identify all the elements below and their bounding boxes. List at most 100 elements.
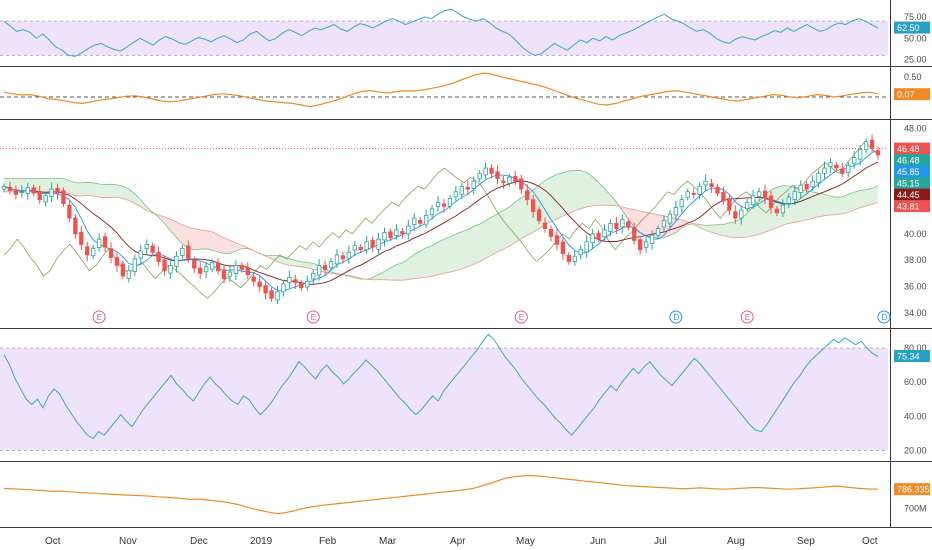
cloud-segment [414, 251, 421, 279]
candle-body [126, 270, 132, 279]
value-badge-label: 0.07 [897, 90, 915, 100]
candle-body [215, 263, 221, 272]
y-tick-label: 60.00 [904, 377, 927, 387]
candle-body [632, 227, 637, 241]
cloud-segment [604, 188, 611, 206]
candle-body [780, 204, 786, 214]
cloud-segment [75, 182, 82, 197]
candle-body [203, 266, 209, 273]
candle-body [209, 262, 215, 270]
candle-body [525, 190, 530, 201]
value-badge [894, 142, 930, 155]
candle-body [816, 172, 821, 184]
volume-accumulation-panel: 700M 786.335M [3, 474, 932, 515]
value-badge [894, 154, 930, 167]
cloud-segment [212, 231, 219, 252]
event-marker [514, 310, 528, 324]
candle-body [501, 180, 506, 183]
y-tick-label: 38.00 [904, 255, 927, 265]
candle-body [435, 201, 441, 207]
cloud-segment [402, 259, 409, 281]
cloud-segment [69, 180, 76, 196]
candle-body [489, 167, 494, 174]
candle-body [828, 162, 833, 167]
x-tick-label: Jul [654, 536, 667, 547]
candle-body [441, 203, 447, 207]
cloud-segment [675, 218, 682, 233]
candle-body [96, 238, 102, 248]
candle-body [703, 180, 708, 186]
value-badge [894, 165, 930, 178]
candle-body [584, 241, 589, 253]
candle-body [721, 191, 726, 202]
cloud-segment [116, 184, 123, 199]
value-badge-label: 43.81 [897, 202, 920, 212]
cloud-segment [432, 242, 439, 277]
cloud-segment [723, 222, 730, 238]
candle-body [43, 195, 48, 203]
lagging-line [3, 141, 879, 299]
cloud-segment [182, 224, 189, 249]
cloud-segment [515, 197, 522, 243]
candle-body [120, 263, 126, 277]
cloud-segment [81, 182, 88, 197]
candle-body [102, 236, 108, 248]
cloud-segment [188, 227, 195, 250]
cloud-segment [586, 172, 593, 207]
candle-body [530, 199, 536, 212]
candle-body [649, 234, 655, 244]
candle-body [548, 228, 554, 237]
cloud-segment [45, 178, 52, 192]
cloud-segment [491, 213, 498, 256]
y-tick-label: 48.00 [904, 124, 927, 134]
event-marker-label: E [519, 313, 524, 322]
cloud-segment [640, 211, 647, 236]
cloud-span-b [4, 191, 879, 281]
candle-body [643, 241, 649, 248]
candle-body [661, 220, 667, 228]
y-tick-label: 40.00 [904, 229, 927, 239]
event-marker [306, 310, 320, 324]
candle-body [108, 248, 114, 258]
candle-body [55, 187, 60, 194]
rsi-band [0, 348, 888, 451]
cloud-segment [229, 240, 236, 254]
cloud-segment [860, 189, 867, 208]
value-badge [894, 483, 930, 496]
candle-body [394, 229, 399, 236]
candle-body [685, 191, 690, 198]
cloud-segment [681, 220, 688, 228]
candle-body [358, 246, 363, 251]
candle-body [1, 186, 7, 190]
value-badge-label: 46.48 [897, 144, 920, 154]
value-badge [894, 177, 930, 190]
x-tick-label: Aug [727, 536, 745, 547]
candle-body [132, 258, 137, 272]
cloud-segment [503, 206, 510, 250]
y-tick-label: 20.00 [904, 445, 927, 455]
y-tick-label: 25.00 [904, 55, 927, 65]
cloud-segment [753, 200, 760, 236]
candle-body [810, 180, 815, 188]
candle-body [245, 267, 250, 276]
candle-body [762, 190, 768, 199]
candle-body [822, 167, 827, 174]
candle-body [554, 235, 560, 245]
cloud-segment [307, 262, 314, 270]
cloud-segment [140, 199, 147, 211]
cloud-segment [646, 212, 653, 238]
candle-body [667, 213, 673, 224]
candle-body [114, 257, 120, 266]
x-tick-label: Oct [862, 536, 878, 547]
y-tick-label: 0.50 [904, 72, 922, 82]
cloud-segment [634, 209, 641, 233]
candle-body [513, 176, 518, 182]
cloud-segment [461, 229, 468, 270]
cloud-segment [455, 231, 462, 271]
candle-body [638, 239, 643, 251]
candle-body [67, 204, 72, 219]
cloud-segment [824, 194, 831, 216]
candle-body [756, 191, 762, 197]
candle-body [186, 245, 191, 260]
